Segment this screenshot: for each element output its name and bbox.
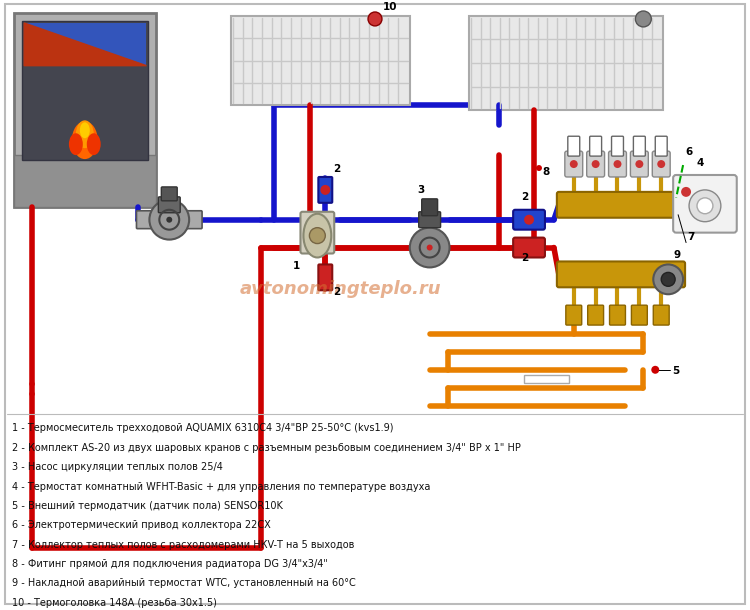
FancyBboxPatch shape: [632, 305, 647, 325]
FancyBboxPatch shape: [22, 21, 148, 160]
FancyBboxPatch shape: [610, 305, 626, 325]
Circle shape: [149, 200, 189, 240]
FancyBboxPatch shape: [556, 262, 685, 287]
Text: 10 - Термоголовка 148А (резьба 30х1.5): 10 - Термоголовка 148А (резьба 30х1.5): [12, 598, 217, 608]
FancyBboxPatch shape: [674, 175, 736, 232]
Circle shape: [166, 217, 172, 223]
FancyBboxPatch shape: [14, 155, 156, 207]
Text: 1: 1: [292, 262, 300, 271]
Text: 7: 7: [687, 232, 694, 242]
FancyBboxPatch shape: [14, 13, 156, 207]
Ellipse shape: [76, 120, 94, 148]
Ellipse shape: [304, 214, 332, 257]
Circle shape: [651, 366, 659, 374]
FancyBboxPatch shape: [513, 238, 545, 257]
FancyBboxPatch shape: [513, 210, 545, 229]
FancyBboxPatch shape: [653, 305, 669, 325]
Ellipse shape: [69, 133, 82, 155]
Circle shape: [427, 245, 433, 251]
Circle shape: [368, 12, 382, 26]
FancyBboxPatch shape: [318, 177, 332, 203]
FancyBboxPatch shape: [186, 211, 202, 229]
Circle shape: [570, 160, 578, 168]
Text: avtonomingteplo.ru: avtonomingteplo.ru: [239, 280, 441, 298]
Ellipse shape: [80, 123, 90, 138]
Circle shape: [310, 228, 326, 243]
FancyBboxPatch shape: [556, 192, 685, 218]
FancyBboxPatch shape: [568, 136, 580, 156]
FancyBboxPatch shape: [24, 23, 146, 66]
Circle shape: [635, 160, 644, 168]
Text: 7 - Коллектор теплых полов с расходомерами НКV-Т на 5 выходов: 7 - Коллектор теплых полов с расходомера…: [12, 540, 355, 550]
Text: 1 - Термосмеситель трехходовой AQUAMIX 6310С4 3/4"ВР 25-50°С (kvs1.9): 1 - Термосмеситель трехходовой AQUAMIX 6…: [12, 423, 394, 434]
Text: 4 - Термостат комнатный WFHT-Basic + для управления по температуре воздуха: 4 - Термостат комнатный WFHT-Basic + для…: [12, 481, 430, 492]
FancyBboxPatch shape: [586, 151, 604, 177]
Circle shape: [320, 273, 330, 282]
Text: 5: 5: [672, 366, 680, 376]
Text: 6: 6: [685, 147, 692, 157]
FancyBboxPatch shape: [590, 136, 602, 156]
Circle shape: [681, 187, 691, 197]
Circle shape: [689, 190, 721, 221]
FancyBboxPatch shape: [608, 151, 626, 177]
Circle shape: [697, 198, 713, 214]
Text: 9: 9: [674, 251, 680, 260]
FancyBboxPatch shape: [136, 211, 152, 229]
FancyBboxPatch shape: [419, 212, 440, 228]
Polygon shape: [24, 23, 146, 66]
Text: 6 - Электротермический привод коллектора 22СХ: 6 - Электротермический привод коллектора…: [12, 520, 271, 530]
Circle shape: [657, 160, 665, 168]
FancyBboxPatch shape: [422, 199, 437, 216]
Text: 2: 2: [521, 192, 528, 202]
Text: 3: 3: [418, 185, 425, 195]
FancyBboxPatch shape: [318, 265, 332, 290]
Text: 4: 4: [696, 158, 703, 168]
Circle shape: [653, 265, 683, 294]
FancyBboxPatch shape: [588, 305, 604, 325]
Text: 2: 2: [333, 164, 340, 174]
FancyBboxPatch shape: [611, 136, 623, 156]
Text: 2 - Комплект AS-20 из двух шаровых кранов с разъемным резьбовым соединением 3/4": 2 - Комплект AS-20 из двух шаровых крано…: [12, 443, 521, 453]
Circle shape: [662, 273, 675, 286]
Circle shape: [536, 165, 542, 171]
FancyBboxPatch shape: [656, 136, 668, 156]
FancyBboxPatch shape: [634, 136, 645, 156]
Circle shape: [614, 160, 622, 168]
FancyBboxPatch shape: [566, 305, 582, 325]
FancyBboxPatch shape: [565, 151, 583, 177]
Circle shape: [592, 160, 599, 168]
FancyBboxPatch shape: [231, 16, 410, 106]
Ellipse shape: [72, 121, 98, 159]
Circle shape: [635, 11, 651, 27]
Text: 9 - Накладной аварийный термостат WTC, установленный на 60°С: 9 - Накладной аварийный термостат WTC, у…: [12, 578, 356, 589]
FancyBboxPatch shape: [631, 151, 648, 177]
Circle shape: [320, 185, 330, 195]
FancyBboxPatch shape: [301, 212, 334, 254]
Circle shape: [524, 215, 534, 224]
Text: 10: 10: [383, 2, 398, 12]
FancyBboxPatch shape: [470, 16, 663, 110]
Text: 2: 2: [333, 287, 340, 297]
Text: 2: 2: [521, 254, 528, 264]
Circle shape: [524, 243, 534, 253]
Circle shape: [410, 228, 449, 267]
Text: 8: 8: [542, 167, 549, 177]
FancyBboxPatch shape: [158, 197, 180, 213]
Text: 5 - Внешний термодатчик (датчик пола) SENSOR10K: 5 - Внешний термодатчик (датчик пола) SE…: [12, 501, 283, 511]
FancyBboxPatch shape: [524, 375, 568, 382]
Text: 8 - Фитинг прямой для подключения радиатора DG 3/4"х3/4": 8 - Фитинг прямой для подключения радиат…: [12, 559, 328, 569]
FancyBboxPatch shape: [652, 151, 670, 177]
Text: 3 - Насос циркуляции теплых полов 25/4: 3 - Насос циркуляции теплых полов 25/4: [12, 462, 223, 472]
Ellipse shape: [87, 133, 100, 155]
FancyBboxPatch shape: [161, 187, 177, 201]
